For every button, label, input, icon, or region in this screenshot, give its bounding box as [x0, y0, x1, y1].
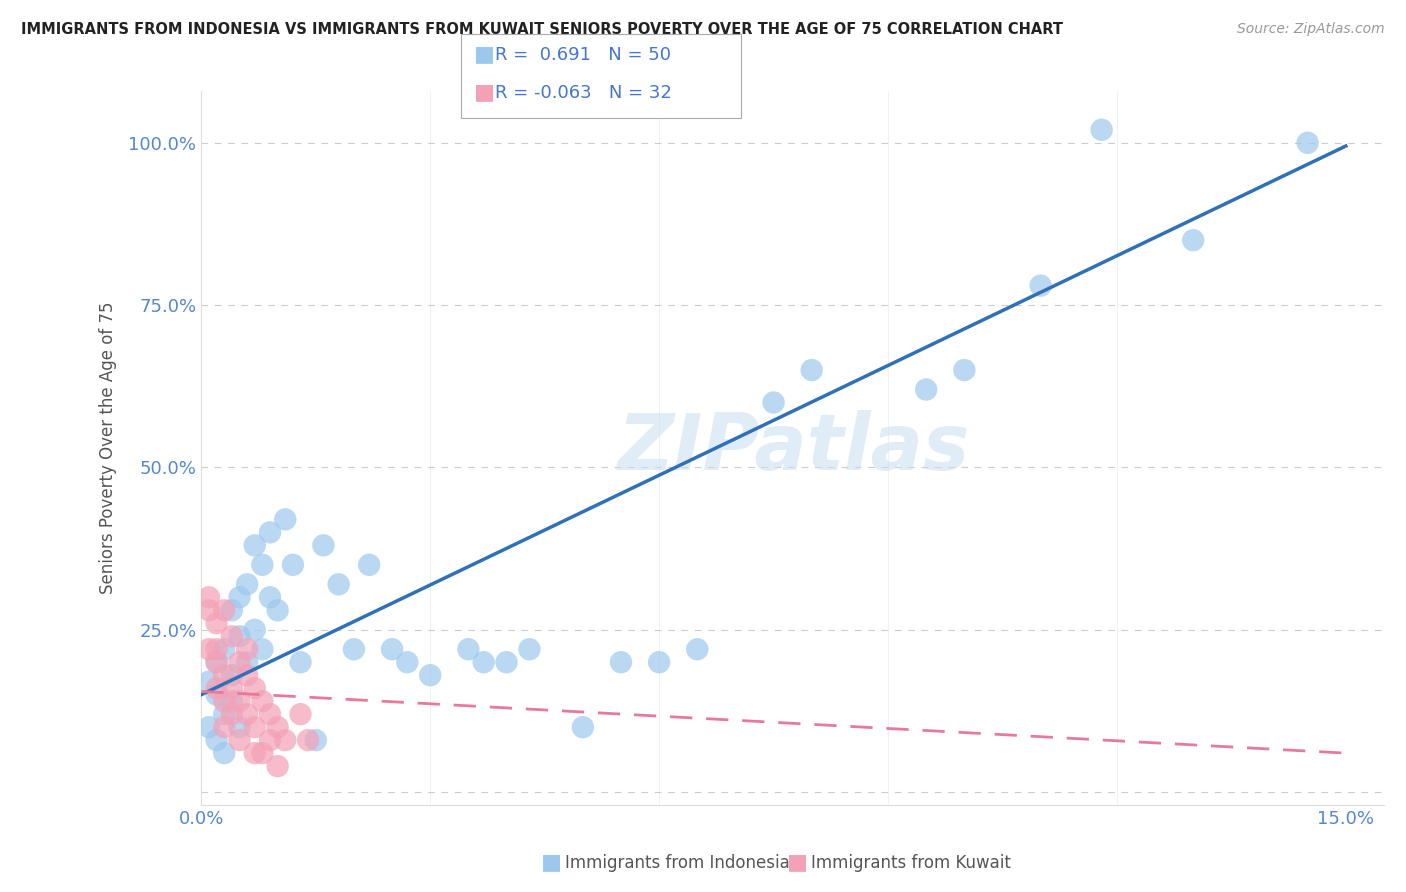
Point [252, 746, 274, 760]
Point [274, 512, 297, 526]
Text: IMMIGRANTS FROM INDONESIA VS IMMIGRANTS FROM KUWAIT SENIORS POVERTY OVER THE AGE: IMMIGRANTS FROM INDONESIA VS IMMIGRANTS … [21, 22, 1063, 37]
Point [228, 733, 250, 747]
Point [953, 363, 976, 377]
Point [1091, 122, 1114, 136]
Point [472, 655, 495, 669]
Point [290, 655, 312, 669]
Point [243, 720, 266, 734]
Text: ZIPatlas: ZIPatlas [616, 410, 969, 486]
Point [205, 681, 228, 696]
Y-axis label: Seniors Poverty Over the Age of 75: Seniors Poverty Over the Age of 75 [100, 301, 117, 594]
Point [266, 759, 288, 773]
Point [800, 363, 823, 377]
Point [252, 694, 274, 708]
Point [198, 591, 221, 605]
Point [243, 681, 266, 696]
Point [212, 720, 235, 734]
Point [221, 681, 243, 696]
Point [259, 707, 281, 722]
Point [228, 629, 250, 643]
Point [274, 733, 297, 747]
Point [228, 655, 250, 669]
Point [212, 746, 235, 760]
Point [762, 395, 785, 409]
Point [457, 642, 479, 657]
Point [212, 694, 235, 708]
Point [212, 603, 235, 617]
Point [212, 707, 235, 722]
Point [259, 733, 281, 747]
Point [1296, 136, 1319, 150]
Point [252, 558, 274, 572]
Point [212, 668, 235, 682]
Point [243, 623, 266, 637]
Point [205, 733, 228, 747]
Text: Immigrants from Kuwait: Immigrants from Kuwait [811, 855, 1011, 872]
Point [259, 525, 281, 540]
Point [243, 746, 266, 760]
Point [198, 603, 221, 617]
Point [236, 642, 259, 657]
Point [297, 733, 319, 747]
Text: ■: ■ [474, 82, 495, 102]
Point [495, 655, 517, 669]
Point [228, 720, 250, 734]
Point [221, 707, 243, 722]
Point [259, 591, 281, 605]
Point [228, 591, 250, 605]
Point [290, 707, 312, 722]
Point [198, 720, 221, 734]
Point [1029, 278, 1052, 293]
Point [221, 694, 243, 708]
Text: R = -0.063   N = 32: R = -0.063 N = 32 [495, 84, 672, 102]
Point [381, 642, 404, 657]
Point [205, 688, 228, 702]
Point [343, 642, 366, 657]
Point [212, 642, 235, 657]
Point [419, 668, 441, 682]
Point [359, 558, 381, 572]
Point [572, 720, 595, 734]
Point [305, 733, 328, 747]
Point [243, 538, 266, 552]
Point [236, 655, 259, 669]
Point [686, 642, 709, 657]
Point [198, 642, 221, 657]
Point [221, 668, 243, 682]
Point [312, 538, 335, 552]
Point [236, 577, 259, 591]
Point [396, 655, 419, 669]
Point [221, 629, 243, 643]
Point [252, 642, 274, 657]
Point [610, 655, 633, 669]
Point [205, 616, 228, 631]
Point [221, 603, 243, 617]
Text: Source: ZipAtlas.com: Source: ZipAtlas.com [1237, 22, 1385, 37]
Point [915, 383, 938, 397]
Text: ■: ■ [474, 45, 495, 64]
Point [328, 577, 350, 591]
Point [281, 558, 304, 572]
Point [266, 720, 288, 734]
Point [648, 655, 671, 669]
Point [198, 674, 221, 689]
Point [205, 655, 228, 669]
Point [205, 655, 228, 669]
Point [236, 707, 259, 722]
Point [519, 642, 541, 657]
Text: ■: ■ [541, 853, 562, 872]
Point [1182, 233, 1205, 247]
Point [266, 603, 288, 617]
Point [236, 668, 259, 682]
Text: R =  0.691   N = 50: R = 0.691 N = 50 [495, 46, 671, 64]
Point [228, 694, 250, 708]
Point [205, 642, 228, 657]
Text: ■: ■ [787, 853, 808, 872]
Text: Immigrants from Indonesia: Immigrants from Indonesia [565, 855, 790, 872]
